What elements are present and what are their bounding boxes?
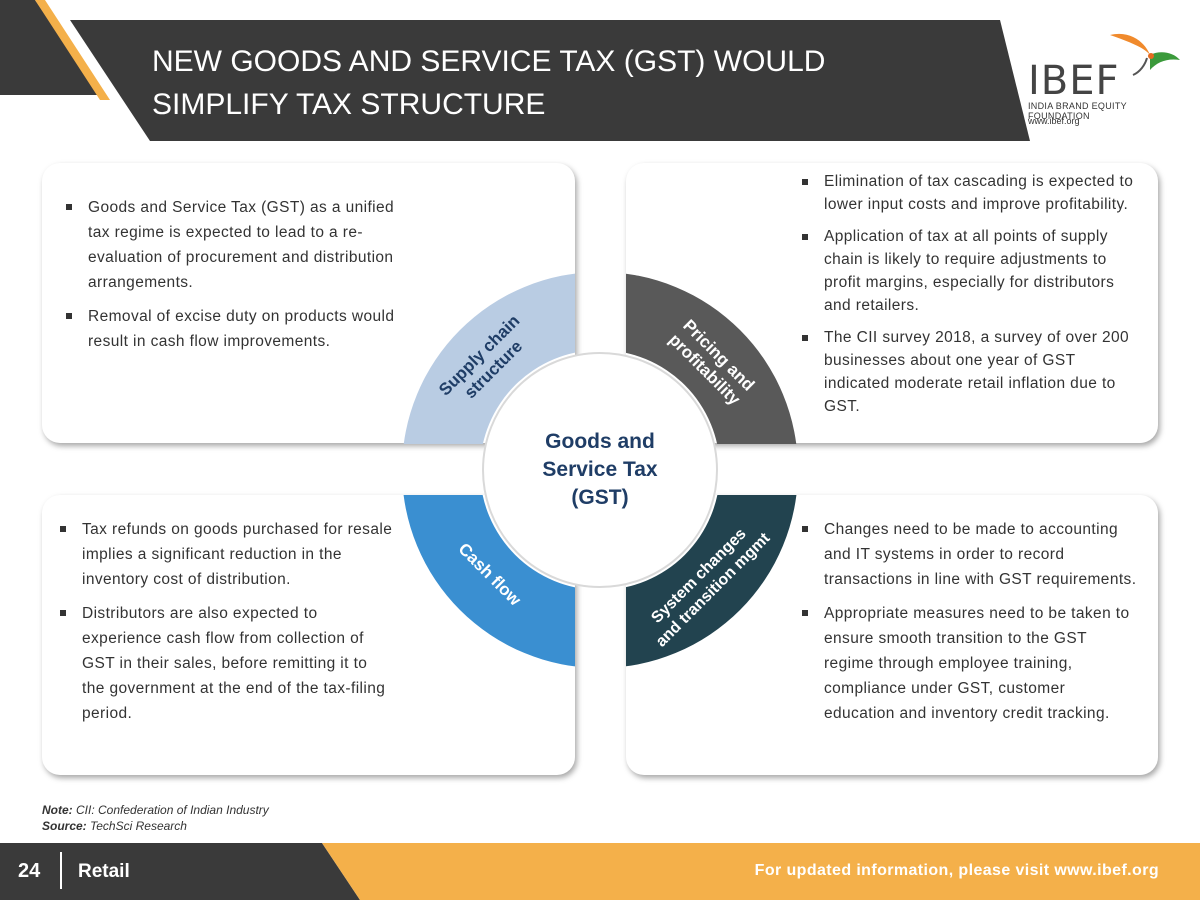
list-item: Appropriate measures need to be taken to… [800, 601, 1140, 726]
footer-right-band [322, 843, 1200, 900]
footer-left-band [0, 843, 360, 900]
header-bar [70, 20, 1030, 141]
notes: Note: CII: Confederation of Indian Indus… [42, 802, 269, 834]
footer-divider [60, 852, 62, 889]
list-item: Changes need to be made to accounting an… [800, 517, 1140, 592]
page-title: NEW GOODS AND SERVICE TAX (GST) WOULD SI… [152, 45, 826, 121]
logo-wordmark: IBEF [1028, 58, 1120, 104]
cash-flow-list: Tax refunds on goods purchased for resal… [58, 517, 393, 735]
ibef-logo: IBEF INDIA BRAND EQUITY FOUNDATION www.i… [1020, 28, 1190, 133]
list-item: Removal of excise duty on products would… [64, 304, 404, 354]
bird-logo-icon [1110, 33, 1180, 76]
list-item: Tax refunds on goods purchased for resal… [58, 517, 393, 592]
list-item: Distributors are also expected to experi… [58, 601, 393, 726]
system-changes-list: Changes need to be made to accounting an… [800, 517, 1140, 735]
footer-section-title: Retail [78, 861, 130, 882]
center-label: Goods and Service Tax (GST) [542, 430, 658, 509]
list-item: The CII survey 2018, a survey of over 20… [800, 326, 1140, 418]
logo-subtitle: INDIA BRAND EQUITY FOUNDATION [1028, 101, 1127, 121]
page-number: 24 [18, 860, 41, 882]
list-item: Goods and Service Tax (GST) as a unified… [64, 195, 404, 295]
pricing-list: Elimination of tax cascading is expected… [800, 170, 1140, 427]
list-item: Application of tax at all points of supp… [800, 225, 1140, 317]
logo-url: www.ibef.org [1028, 116, 1080, 126]
source-label: Source: [42, 819, 87, 833]
supply-chain-list: Goods and Service Tax (GST) as a unified… [64, 195, 404, 363]
note-label: Note: [42, 803, 73, 817]
source-text: TechSci Research [90, 819, 187, 833]
list-item: Elimination of tax cascading is expected… [800, 170, 1140, 216]
footer-info-link[interactable]: For updated information, please visit ww… [754, 862, 1159, 879]
note-text: CII: Confederation of Indian Industry [76, 803, 269, 817]
